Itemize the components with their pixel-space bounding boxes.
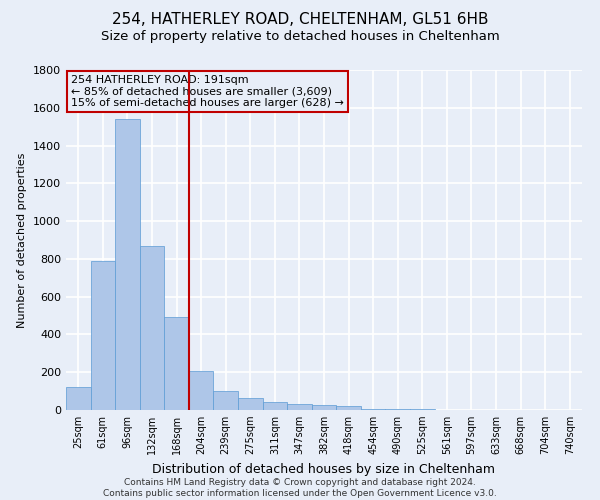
Bar [140,246,164,410]
Bar [361,409,385,410]
Bar [287,404,312,410]
Bar [238,398,263,410]
Bar [312,406,336,410]
Bar [385,409,410,410]
Text: 254 HATHERLEY ROAD: 191sqm
← 85% of detached houses are smaller (3,609)
15% of s: 254 HATHERLEY ROAD: 191sqm ← 85% of deta… [71,75,344,108]
Bar [91,261,115,410]
Bar [66,388,91,410]
Bar [263,402,287,410]
X-axis label: Distribution of detached houses by size in Cheltenham: Distribution of detached houses by size … [152,462,496,475]
Text: Contains HM Land Registry data © Crown copyright and database right 2024.
Contai: Contains HM Land Registry data © Crown c… [103,478,497,498]
Bar [336,406,361,410]
Bar [189,372,214,410]
Bar [214,391,238,410]
Y-axis label: Number of detached properties: Number of detached properties [17,152,28,328]
Text: 254, HATHERLEY ROAD, CHELTENHAM, GL51 6HB: 254, HATHERLEY ROAD, CHELTENHAM, GL51 6H… [112,12,488,28]
Text: Size of property relative to detached houses in Cheltenham: Size of property relative to detached ho… [101,30,499,43]
Bar [115,119,140,410]
Bar [164,318,189,410]
